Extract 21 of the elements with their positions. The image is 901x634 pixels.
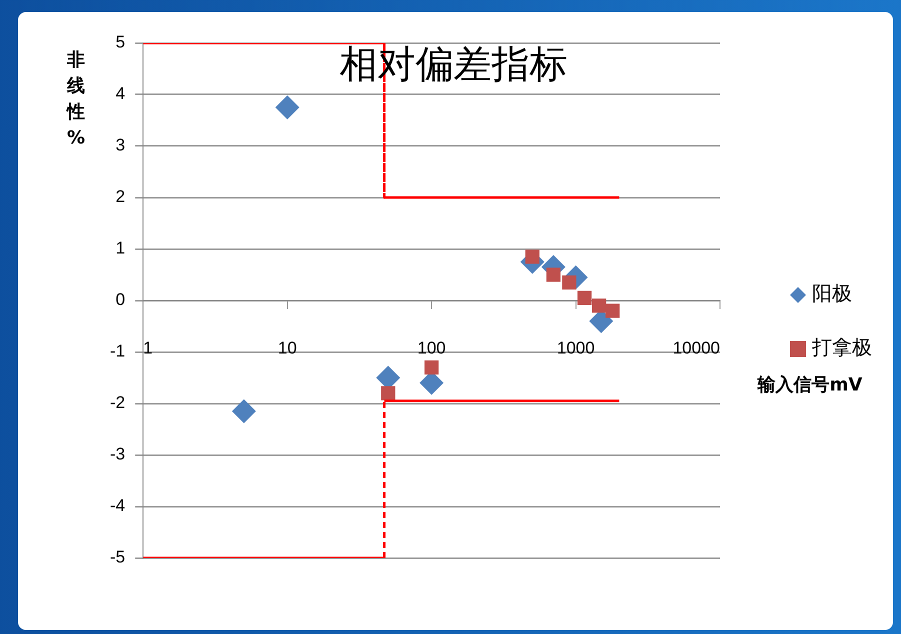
legend-label: 阳极: [812, 281, 852, 306]
x-tick-label: 100: [417, 338, 446, 358]
y-tick-label: -1: [110, 342, 126, 361]
y-tick-label: 0: [116, 290, 126, 310]
x-tick-label: 10000: [672, 338, 720, 358]
y-tick-label: -5: [110, 548, 126, 567]
x-tick-label: 1: [143, 338, 153, 358]
y-tick-label: 4: [116, 84, 126, 104]
y-tick-label: 3: [116, 136, 126, 155]
y-tick-label: 5: [116, 32, 126, 52]
x-axis-title: 输入信号mV: [756, 374, 862, 396]
y-tick-label: 1: [116, 238, 126, 258]
y-tick-label: -4: [110, 496, 126, 516]
x-tick-label: 10: [278, 338, 297, 358]
y-tick-label: -3: [110, 444, 126, 464]
chart-title: 相对偏差指标: [340, 42, 568, 86]
y-tick-label: -2: [110, 393, 126, 412]
x-tick-label: 1000: [556, 338, 595, 358]
y-tick-label: 2: [116, 187, 126, 206]
y-axis-title: 非线性%: [66, 50, 86, 149]
legend-label: 打拿极: [811, 335, 872, 360]
